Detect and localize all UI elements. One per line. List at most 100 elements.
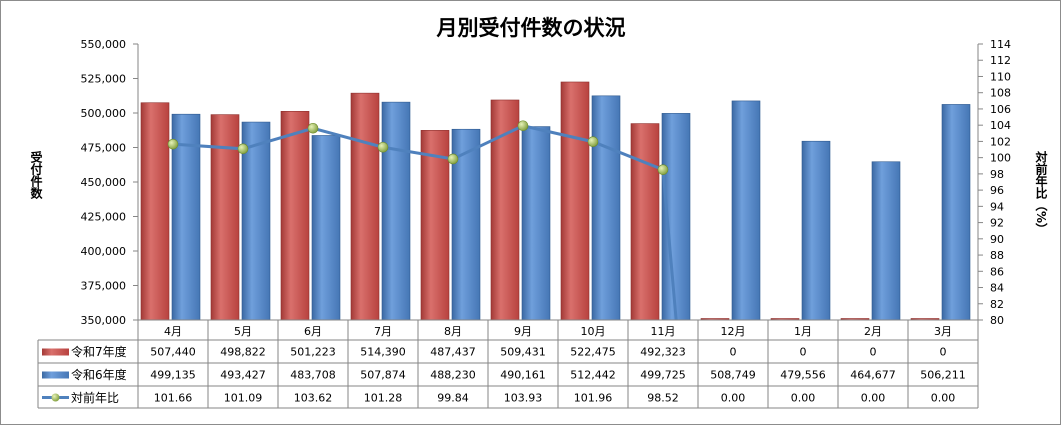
bar-r6-4月: [171, 113, 201, 321]
table-cell: 488,230: [430, 369, 476, 382]
right-tick-label: 108: [990, 87, 1011, 100]
right-tick-label: 82: [990, 298, 1004, 311]
bar-r6-5月: [241, 121, 271, 321]
right-tick-label: 98: [990, 168, 1004, 181]
category-label: 3月: [934, 325, 952, 338]
right-tick-label: 110: [990, 70, 1011, 83]
category-label: 10月: [581, 325, 606, 338]
table-cell: 487,437: [430, 346, 476, 359]
bar-r7-7月: [350, 92, 380, 321]
bar-r7-10月: [560, 81, 590, 321]
table-cell: 101.28: [364, 392, 403, 405]
bar-r6-9月: [521, 126, 551, 321]
table-cell: 0: [800, 346, 807, 359]
legend-key-marker: [51, 393, 60, 402]
table-cell: 98.52: [647, 392, 679, 405]
table-cell: 0: [940, 346, 947, 359]
chart-title: 月別受付件数の状況: [436, 16, 626, 40]
right-tick-label: 96: [990, 184, 1004, 197]
left-tick-label: 425,000: [81, 211, 127, 224]
right-tick-label: 114: [990, 38, 1011, 51]
legend-label: 令和6年度: [71, 367, 127, 382]
bar-r6-10月: [591, 95, 621, 321]
table-cell: 103.62: [294, 392, 333, 405]
right-tick-label: 88: [990, 249, 1004, 262]
table-cell: 103.93: [504, 392, 543, 405]
bar-r6-6月: [311, 135, 341, 321]
table-cell: 522,475: [570, 346, 616, 359]
left-tick-label: 525,000: [81, 73, 127, 86]
yoy-point-8月: [447, 153, 459, 165]
right-tick-label: 100: [990, 152, 1011, 165]
table-cell: 0.00: [861, 392, 886, 405]
table-cell: 498,822: [220, 346, 266, 359]
right-tick-label: 80: [990, 314, 1004, 327]
table-cell: 501,223: [290, 346, 336, 359]
legend-label: 対前年比: [71, 390, 119, 405]
table-cell: 483,708: [290, 369, 336, 382]
category-label: 12月: [721, 325, 746, 338]
table-cell: 101.96: [574, 392, 613, 405]
yoy-point-10月: [587, 136, 599, 148]
table-cell: 499,725: [640, 369, 686, 382]
table-cell: 464,677: [850, 369, 896, 382]
table-cell: 492,323: [640, 346, 686, 359]
bar-r6-3月: [941, 104, 971, 321]
table-cell: 514,390: [360, 346, 406, 359]
left-tick-label: 400,000: [81, 245, 127, 258]
table-cell: 509,431: [500, 346, 546, 359]
table-cell: 508,749: [710, 369, 756, 382]
bar-r7-6月: [280, 111, 310, 321]
yoy-point-7月: [377, 141, 389, 153]
category-label: 7月: [374, 325, 392, 338]
left-tick-label: 550,000: [81, 38, 127, 51]
table-cell: 99.84: [437, 392, 469, 405]
right-tick-label: 84: [990, 282, 1004, 295]
table-cell: 512,442: [570, 369, 616, 382]
left-tick-label: 375,000: [81, 280, 127, 293]
bar-r7-5月: [210, 114, 240, 321]
bar-r6-2月: [871, 161, 901, 321]
category-label: 1月: [794, 325, 812, 338]
category-label: 2月: [864, 325, 882, 338]
bar-r6-12月: [731, 100, 761, 321]
category-label: 5月: [234, 325, 252, 338]
y2-axis-label: 対前年比（%）: [1034, 150, 1048, 235]
table-cell: 479,556: [780, 369, 826, 382]
bar-r7-4月: [140, 102, 170, 321]
right-tick-label: 94: [990, 200, 1004, 213]
left-tick-label: 450,000: [81, 176, 127, 189]
table-cell: 101.66: [154, 392, 193, 405]
right-tick-label: 104: [990, 119, 1011, 132]
yoy-point-5月: [237, 143, 249, 155]
left-tick-label: 500,000: [81, 107, 127, 120]
right-tick-label: 112: [990, 54, 1011, 67]
table-cell: 0.00: [791, 392, 816, 405]
bar-r7-8月: [420, 130, 450, 321]
bar-r6-7月: [381, 101, 411, 321]
category-label: 11月: [651, 325, 676, 338]
left-tick-label: 475,000: [81, 142, 127, 155]
right-tick-label: 86: [990, 265, 1004, 278]
y-axis-label: 受付件数: [29, 150, 43, 200]
legend-key-0: [42, 348, 69, 356]
legend-label: 令和7年度: [71, 344, 127, 359]
category-label: 8月: [444, 325, 462, 338]
yoy-point-11月: [657, 164, 669, 175]
table-cell: 506,211: [920, 369, 966, 382]
yoy-point-4月: [167, 138, 179, 150]
table-cell: 493,427: [220, 369, 266, 382]
bar-r7-11月: [630, 123, 660, 321]
right-tick-label: 102: [990, 135, 1011, 148]
right-tick-label: 106: [990, 103, 1011, 116]
table-cell: 507,874: [360, 369, 406, 382]
bar-r7-9月: [490, 99, 520, 321]
left-tick-label: 350,000: [81, 314, 127, 327]
table-cell: 507,440: [150, 346, 196, 359]
table-cell: 490,161: [500, 369, 546, 382]
bar-r6-1月: [801, 140, 831, 321]
right-tick-label: 92: [990, 217, 1004, 230]
category-label: 6月: [304, 325, 322, 338]
